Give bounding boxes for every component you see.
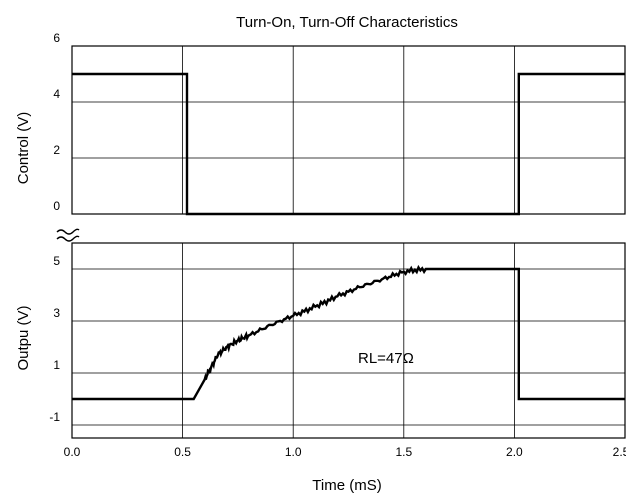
output-y-axis-label: Outpu (V) [15,305,32,370]
control-series-line [72,72,625,216]
control-y-tick-label: 2 [53,143,60,157]
control-panel-frame [71,45,626,215]
output-y-tick-label: 3 [53,306,60,320]
axis-break-icon [56,228,80,242]
output-series-line [72,264,625,401]
control-y-tick-label: 6 [53,31,60,45]
control-y-tick-label: 4 [53,87,60,101]
output-panel-grid [72,243,625,438]
output-panel-frame [71,242,626,439]
output-y-tick-label: -1 [49,410,60,424]
control-y-ticks: 0 2 4 6 [53,31,60,213]
x-tick-label: 2.5 [613,445,626,459]
x-tick-label: 0.5 [174,445,191,459]
output-y-tick-label: 1 [53,358,60,372]
load-annotation: RL=47Ω [358,350,414,367]
x-tick-label: 1.5 [395,445,412,459]
output-y-ticks: -1 1 3 5 [49,254,60,424]
control-y-axis-label: Control (V) [15,112,32,185]
x-tick-label: 0.0 [64,445,81,459]
x-ticks: 0.0 0.5 1.0 1.5 2.0 2.5 [64,445,626,459]
control-y-tick-label: 0 [53,199,60,213]
control-panel-grid [72,46,625,214]
x-tick-label: 1.0 [285,445,302,459]
x-tick-label: 2.0 [506,445,523,459]
x-axis-label: Time (mS) [312,477,381,494]
chart-title: Turn-On, Turn-Off Characteristics [236,14,458,31]
output-y-tick-label: 5 [53,254,60,268]
